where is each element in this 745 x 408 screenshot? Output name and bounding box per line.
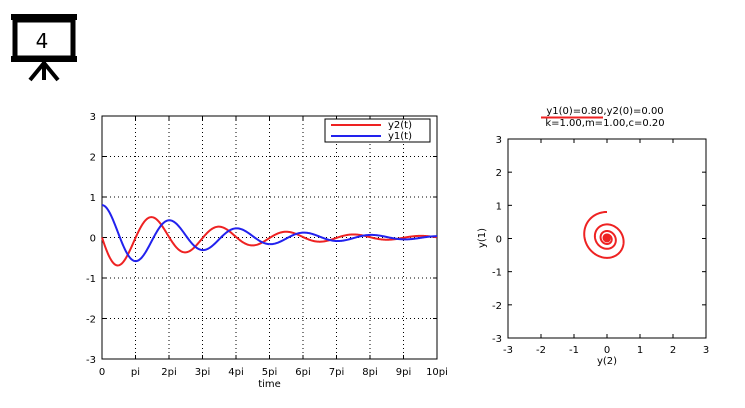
y-tick-label: -2 bbox=[492, 301, 502, 312]
grid bbox=[102, 116, 437, 359]
chart-title-line-2: k=1.00,m=1.00,c=0.20 bbox=[545, 118, 664, 129]
x-axis-label: y(2) bbox=[597, 356, 617, 367]
x-tick-label: -1 bbox=[569, 345, 579, 356]
x-axis-ticks: -3 -2 -1 0 1 2 3 bbox=[503, 139, 709, 356]
x-tick-label: 3pi bbox=[195, 367, 211, 378]
x-tick-label: 1 bbox=[637, 345, 643, 356]
series-y2-line bbox=[101, 216, 438, 267]
x-tick-label: 8pi bbox=[362, 367, 378, 378]
y-tick-label: -1 bbox=[86, 274, 96, 285]
x-tick-label: -2 bbox=[536, 345, 546, 356]
x-tick-label: 5pi bbox=[262, 367, 278, 378]
x-tick-label: 9pi bbox=[396, 367, 412, 378]
slide-number: 4 bbox=[36, 29, 49, 53]
x-tick-label: 7pi bbox=[329, 367, 345, 378]
x-tick-label: 0 bbox=[99, 367, 105, 378]
y-axis-ticks: -3 -2 -1 0 1 2 3 bbox=[492, 135, 706, 345]
x-tick-label: 6pi bbox=[295, 367, 311, 378]
y-tick-label: 3 bbox=[496, 135, 502, 146]
y-tick-label: -1 bbox=[492, 268, 502, 279]
x-tick-label: pi bbox=[131, 367, 140, 378]
y-axis-label: y(1) bbox=[477, 228, 488, 248]
presentation-board-icon: 4 bbox=[11, 14, 77, 82]
x-axis-label: time bbox=[258, 379, 281, 390]
y-tick-label: -3 bbox=[492, 334, 502, 345]
legend-label-y2: y2(t) bbox=[388, 120, 412, 131]
phase-trajectory bbox=[583, 210, 625, 259]
legend: y2(t) y1(t) bbox=[324, 118, 431, 143]
y-tick-label: -2 bbox=[86, 315, 96, 326]
y-tick-label: 2 bbox=[496, 168, 502, 179]
series-y1-line bbox=[101, 204, 438, 263]
y-tick-label: 0 bbox=[496, 235, 502, 246]
y-tick-label: 1 bbox=[90, 193, 96, 204]
y-tick-label: -3 bbox=[86, 355, 96, 366]
x-tick-label: 10pi bbox=[426, 367, 448, 378]
x-axis-ticks: 0 pi 2pi 3pi 4pi 5pi 6pi 7pi 8pi 9pi 10pi bbox=[99, 116, 448, 378]
time-series-chart: 0 pi 2pi 3pi 4pi 5pi 6pi 7pi 8pi 9pi 10pi -3 -2 -1 0 1… bbox=[86, 112, 448, 390]
legend-box bbox=[324, 118, 431, 143]
x-tick-label: 0 bbox=[604, 345, 610, 356]
x-tick-label: 3 bbox=[703, 345, 709, 356]
y-axis-ticks: -3 -2 -1 0 1 2 3 bbox=[86, 112, 437, 366]
x-tick-label: 2pi bbox=[161, 367, 177, 378]
x-tick-label: 2 bbox=[670, 345, 676, 356]
y-tick-label: 1 bbox=[496, 201, 502, 212]
legend-label-y1: y1(t) bbox=[388, 131, 412, 142]
chart-title-line-1: y1(0)=0.80,y2(0)=0.00 bbox=[546, 106, 663, 117]
y-tick-label: 3 bbox=[90, 112, 96, 123]
trajectory-end-point bbox=[603, 235, 611, 242]
y-tick-label: 0 bbox=[90, 234, 96, 245]
x-tick-label: 4pi bbox=[228, 367, 244, 378]
x-tick-label: -3 bbox=[503, 345, 513, 356]
y-tick-label: 2 bbox=[90, 153, 96, 164]
phase-portrait-chart: y1(0)=0.80,y2(0)=0.00 k=1.00,m=1.00,c=0.… bbox=[477, 106, 709, 367]
